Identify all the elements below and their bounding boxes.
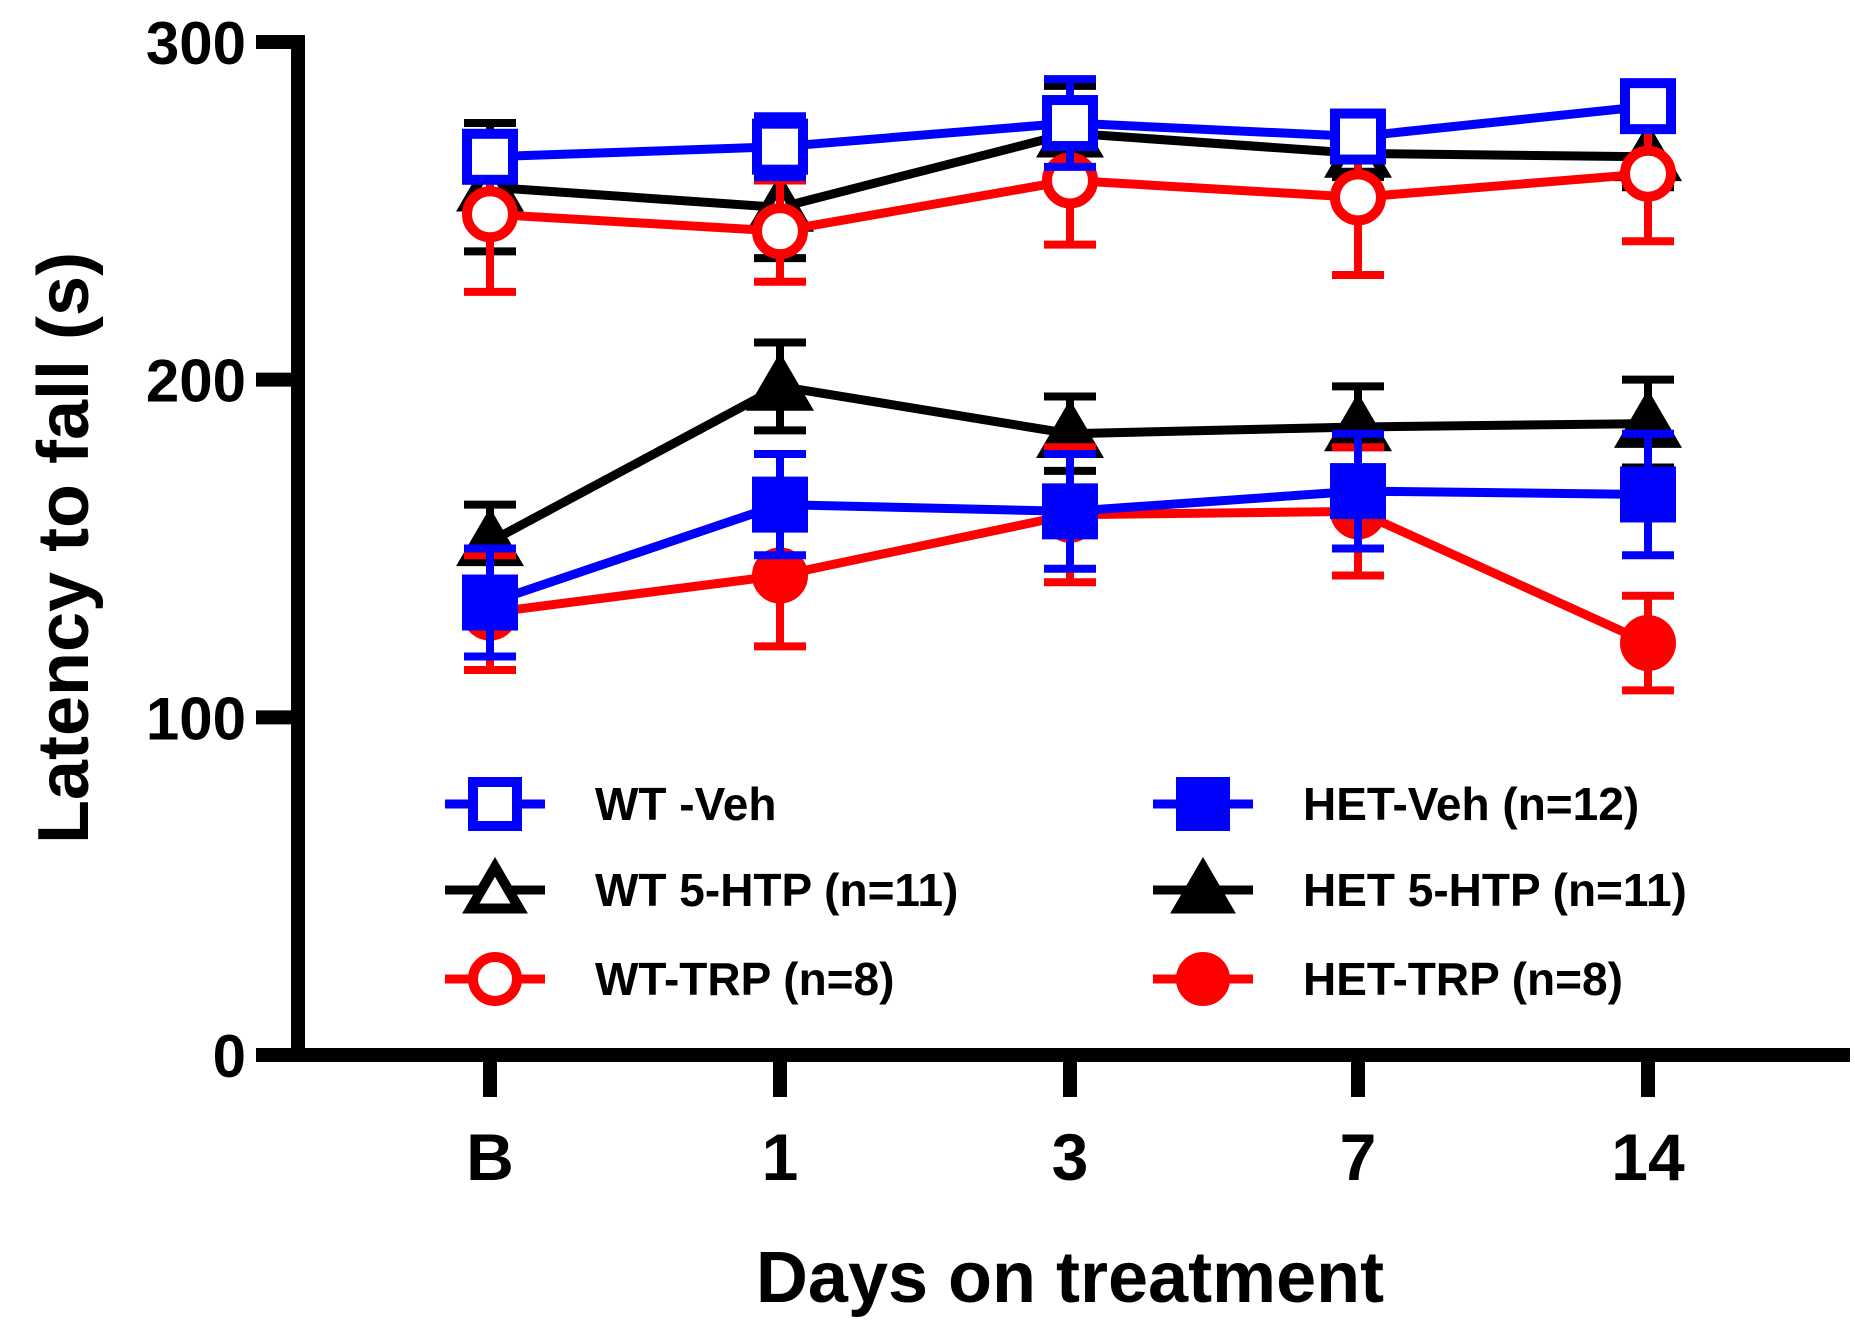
legend-item: WT 5-HTP (n=11) — [445, 856, 958, 916]
x-tick: B — [466, 1055, 514, 1194]
series-marker — [1620, 145, 1676, 202]
legend-marker — [468, 777, 522, 831]
x-tick-label: 1 — [762, 1120, 799, 1194]
series-marker — [1620, 615, 1676, 672]
series-4 — [456, 338, 1682, 583]
series-marker — [1330, 108, 1386, 165]
series-marker — [1042, 483, 1098, 540]
y-tick: 200 — [146, 348, 298, 415]
series-marker — [1330, 463, 1386, 520]
legend-marker — [468, 952, 522, 1006]
y-tick-label: 200 — [146, 348, 246, 415]
x-tick: 7 — [1340, 1055, 1377, 1194]
x-tick: 14 — [1611, 1055, 1685, 1194]
series-marker — [752, 476, 808, 533]
series-0 — [462, 75, 1676, 185]
series-marker — [746, 352, 814, 411]
legend-label: WT-TRP (n=8) — [595, 953, 894, 1005]
legend-label: WT 5-HTP (n=11) — [595, 864, 958, 916]
series-marker — [1042, 95, 1098, 152]
legend-item: WT -Veh — [445, 777, 776, 831]
legend-item: HET-TRP (n=8) — [1153, 952, 1623, 1006]
series-marker — [1330, 169, 1386, 226]
y-tick: 0 — [213, 1023, 298, 1090]
series-marker — [752, 118, 808, 175]
y-tick-label: 100 — [146, 685, 246, 752]
legend-item: HET-Veh (n=12) — [1153, 777, 1639, 831]
y-ticks: 0 100 200 300 — [146, 10, 298, 1090]
x-axis-title: Days on treatment — [756, 1238, 1384, 1318]
series-marker — [462, 574, 518, 631]
series-marker — [462, 128, 518, 185]
y-tick: 300 — [146, 10, 298, 77]
legend-marker — [1170, 856, 1236, 914]
series-3 — [462, 429, 1676, 661]
y-tick: 100 — [146, 685, 298, 752]
y-tick-label: 300 — [146, 10, 246, 77]
series-marker — [752, 547, 808, 604]
series-marker — [462, 186, 518, 243]
x-tick-label: 14 — [1611, 1120, 1685, 1194]
axes: 0 100 200 300 B 1 3 7 14 — [146, 10, 1850, 1194]
legend-item: HET 5-HTP (n=11) — [1153, 856, 1687, 916]
x-tick-label: 7 — [1340, 1120, 1377, 1194]
legend-marker — [1176, 952, 1230, 1006]
legend-marker — [462, 856, 528, 914]
legend: WT -Veh WT 5-HTP (n=11) WT-TRP (n=8) HET-Ve… — [445, 777, 1687, 1006]
y-tick-label: 0 — [213, 1023, 246, 1090]
series-marker — [752, 203, 808, 260]
x-tick: 1 — [762, 1055, 799, 1194]
series-marker — [1620, 466, 1676, 523]
series-layer — [456, 75, 1682, 695]
legend-item: WT-TRP (n=8) — [445, 952, 894, 1006]
legend-label: HET-Veh (n=12) — [1303, 778, 1639, 830]
legend-label: WT -Veh — [595, 778, 776, 830]
legend-marker — [1176, 777, 1230, 831]
x-tick-label: 3 — [1052, 1120, 1089, 1194]
x-tick: 3 — [1052, 1055, 1089, 1194]
legend-label: HET 5-HTP (n=11) — [1303, 864, 1687, 916]
legend-label: HET-TRP (n=8) — [1303, 953, 1623, 1005]
y-axis-title: Latency to fall (s) — [24, 252, 104, 844]
series-marker — [1620, 78, 1676, 135]
x-ticks: B 1 3 7 14 — [466, 1055, 1685, 1194]
x-tick-label: B — [466, 1120, 514, 1194]
